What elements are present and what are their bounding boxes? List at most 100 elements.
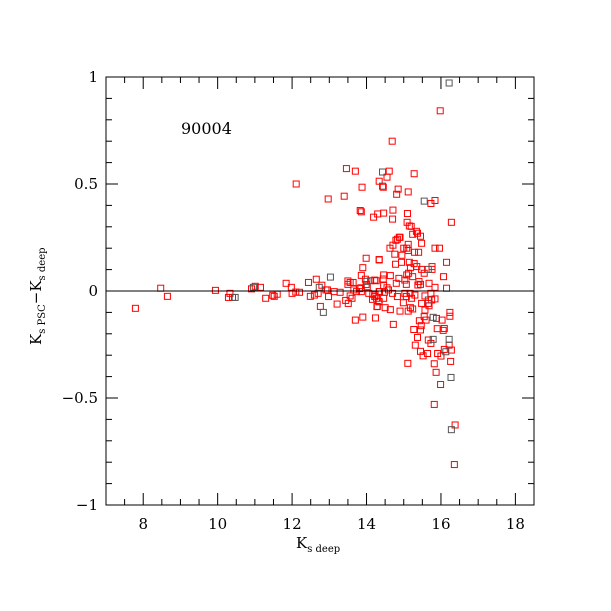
data-point — [447, 357, 455, 365]
data-point — [385, 167, 393, 175]
data-point — [342, 165, 350, 173]
data-point — [304, 278, 312, 286]
data-point — [381, 304, 389, 312]
data-point — [340, 192, 348, 200]
data-point — [416, 232, 424, 240]
data-point — [393, 190, 401, 198]
data-point — [445, 79, 453, 87]
data-point — [371, 293, 379, 301]
data-point — [420, 269, 428, 277]
y-axis-label-main1: K — [27, 333, 45, 345]
data-point — [324, 195, 332, 203]
data-point — [427, 289, 435, 297]
data-point — [386, 244, 394, 252]
data-point — [349, 278, 357, 286]
data-point — [418, 239, 426, 247]
data-point — [333, 300, 341, 308]
data-point — [402, 280, 410, 288]
data-point — [425, 279, 433, 287]
data-point — [359, 264, 367, 272]
data-point — [408, 294, 416, 302]
data-point — [312, 275, 320, 283]
data-point — [319, 308, 327, 316]
y-axis-label: Ks PSC−Ks deep — [27, 247, 48, 345]
data-point — [386, 306, 394, 314]
data-point — [398, 258, 406, 266]
data-point — [403, 244, 411, 252]
data-point — [391, 250, 399, 258]
data-point — [447, 373, 455, 381]
data-point — [163, 292, 171, 300]
data-point — [405, 258, 413, 266]
x-axis-label-main: K — [296, 534, 308, 552]
data-point — [359, 313, 367, 321]
data-point — [394, 185, 402, 193]
y-axis-label-sub1: s PSC — [37, 304, 48, 334]
data-point — [430, 400, 438, 408]
data-point — [371, 276, 379, 284]
data-point — [416, 326, 424, 334]
data-point — [414, 281, 422, 289]
data-point — [388, 137, 396, 145]
data-point — [380, 294, 388, 302]
data-point — [399, 299, 407, 307]
data-point — [371, 314, 379, 322]
data-point — [436, 107, 444, 115]
data-point — [433, 325, 441, 333]
data-point — [380, 271, 388, 279]
data-point — [415, 317, 423, 325]
data-point — [356, 207, 364, 215]
data-point — [435, 244, 443, 252]
data-point — [440, 324, 448, 332]
data-point — [357, 271, 365, 279]
data-point — [398, 251, 406, 259]
data-point — [451, 421, 459, 429]
x-tick-label: 14 — [357, 515, 376, 533]
data-point — [316, 302, 324, 310]
data-point — [404, 240, 412, 248]
data-point — [411, 248, 419, 256]
data-point — [440, 273, 448, 281]
data-point — [249, 283, 257, 291]
data-point — [409, 305, 417, 313]
data-point — [440, 345, 448, 353]
data-point — [407, 222, 415, 230]
data-point — [231, 293, 239, 301]
data-point — [429, 313, 437, 321]
data-point — [351, 167, 359, 175]
data-point — [429, 335, 437, 343]
data-point — [361, 275, 369, 283]
data-point — [431, 283, 439, 291]
data-point — [401, 276, 409, 284]
data-point — [362, 254, 370, 262]
data-point — [428, 265, 436, 273]
x-tick-label: 10 — [208, 515, 227, 533]
data-point — [325, 293, 333, 301]
data-point — [351, 316, 359, 324]
data-point — [403, 210, 411, 218]
data-point — [292, 180, 300, 188]
data-point — [373, 303, 381, 311]
data-point — [427, 199, 435, 207]
data-point — [447, 426, 455, 434]
data-point — [392, 279, 400, 287]
data-point — [424, 349, 432, 357]
data-point — [386, 272, 394, 280]
data-point — [157, 284, 165, 292]
x-tick-label: 12 — [283, 515, 302, 533]
data-point — [403, 218, 411, 226]
data-point — [370, 213, 378, 221]
data-point — [306, 292, 314, 300]
data-point — [417, 322, 425, 330]
data-point — [431, 244, 439, 252]
data-point — [427, 339, 435, 347]
data-point — [420, 197, 428, 205]
data-point — [211, 286, 219, 294]
data-point — [419, 352, 427, 360]
axis-ticks — [106, 77, 535, 505]
y-axis-label-dash: − — [27, 292, 45, 305]
data-point — [292, 288, 300, 296]
data-point — [424, 296, 432, 304]
data-point — [379, 183, 387, 191]
